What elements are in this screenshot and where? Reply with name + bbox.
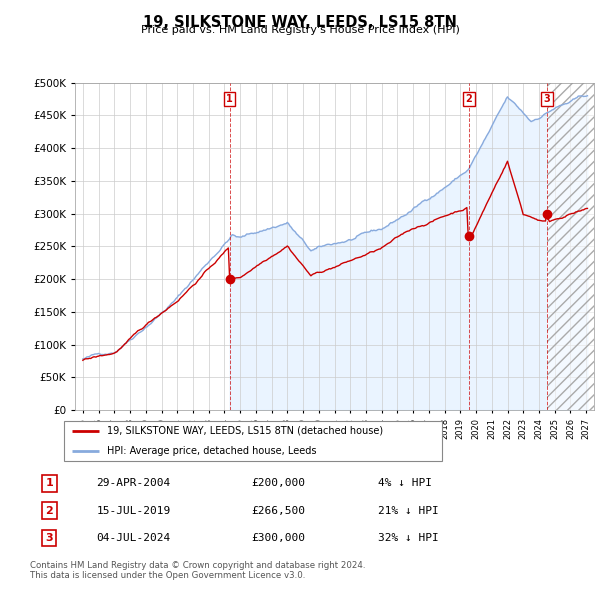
Text: 29-APR-2004: 29-APR-2004 xyxy=(96,478,170,488)
Text: Contains HM Land Registry data © Crown copyright and database right 2024.: Contains HM Land Registry data © Crown c… xyxy=(30,560,365,569)
Text: 19, SILKSTONE WAY, LEEDS, LS15 8TN: 19, SILKSTONE WAY, LEEDS, LS15 8TN xyxy=(143,15,457,30)
Text: HPI: Average price, detached house, Leeds: HPI: Average price, detached house, Leed… xyxy=(107,446,316,456)
Text: 21% ↓ HPI: 21% ↓ HPI xyxy=(378,506,439,516)
Text: 04-JUL-2024: 04-JUL-2024 xyxy=(96,533,170,543)
Text: 32% ↓ HPI: 32% ↓ HPI xyxy=(378,533,439,543)
Text: 2: 2 xyxy=(466,94,472,104)
Text: 19, SILKSTONE WAY, LEEDS, LS15 8TN (detached house): 19, SILKSTONE WAY, LEEDS, LS15 8TN (deta… xyxy=(107,426,383,436)
Text: 3: 3 xyxy=(544,94,550,104)
Text: 1: 1 xyxy=(46,478,53,488)
Text: 1: 1 xyxy=(226,94,233,104)
Text: This data is licensed under the Open Government Licence v3.0.: This data is licensed under the Open Gov… xyxy=(30,571,305,580)
Text: £200,000: £200,000 xyxy=(251,478,305,488)
Bar xyxy=(547,83,594,410)
Text: 15-JUL-2019: 15-JUL-2019 xyxy=(96,506,170,516)
Bar xyxy=(547,83,594,410)
Text: 4% ↓ HPI: 4% ↓ HPI xyxy=(378,478,432,488)
Text: Price paid vs. HM Land Registry's House Price Index (HPI): Price paid vs. HM Land Registry's House … xyxy=(140,25,460,35)
Text: 2: 2 xyxy=(46,506,53,516)
FancyBboxPatch shape xyxy=(64,421,442,461)
Text: £300,000: £300,000 xyxy=(251,533,305,543)
Text: £266,500: £266,500 xyxy=(251,506,305,516)
Text: 3: 3 xyxy=(46,533,53,543)
